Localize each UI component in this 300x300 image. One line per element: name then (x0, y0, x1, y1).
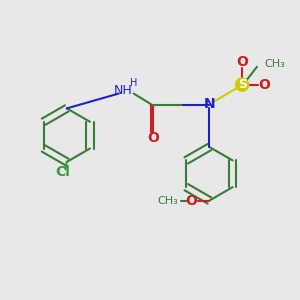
Text: H: H (130, 78, 137, 88)
Text: S: S (238, 78, 247, 91)
Text: O: O (147, 131, 159, 145)
Text: O: O (259, 78, 270, 92)
Text: O: O (186, 194, 197, 208)
Text: Cl: Cl (55, 165, 70, 179)
Circle shape (236, 78, 249, 91)
Text: N: N (204, 97, 215, 111)
Text: CH₃: CH₃ (158, 196, 178, 206)
Text: NH: NH (114, 84, 133, 97)
Text: O: O (236, 55, 248, 69)
Text: CH₃: CH₃ (264, 59, 285, 69)
